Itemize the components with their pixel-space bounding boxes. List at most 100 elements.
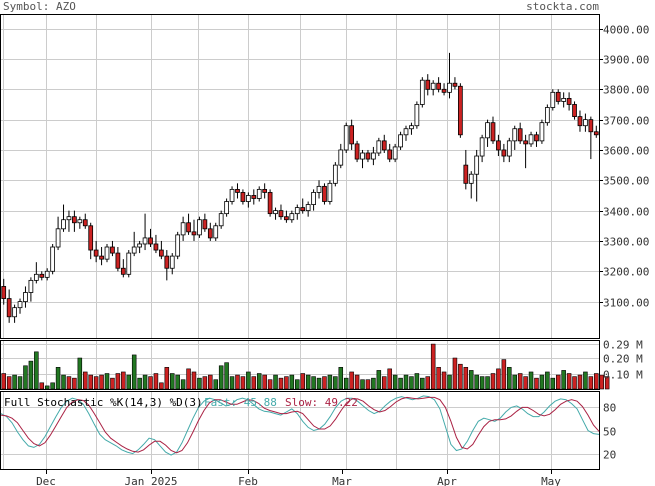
candle (387, 143, 393, 163)
candle (284, 210, 289, 223)
candle (110, 240, 115, 257)
stochastic-grid (1, 392, 599, 469)
volume-bar (55, 367, 61, 390)
price-tick-label: 3100.00 (603, 297, 649, 310)
candle (77, 216, 83, 229)
x-axis-label: Dec (36, 475, 56, 486)
candle-body (251, 195, 257, 199)
candle-body (207, 228, 213, 239)
candle-body (256, 188, 262, 199)
volume-bar (604, 376, 610, 390)
stochastic-tick-label: 20 (603, 449, 616, 462)
candle-body (544, 107, 550, 124)
candle (267, 189, 273, 217)
candle (164, 250, 170, 281)
candle-body (82, 219, 88, 227)
candle-body (300, 207, 306, 212)
candle (349, 119, 355, 150)
candle-body (583, 119, 588, 127)
candle (262, 183, 268, 199)
candle-body (316, 185, 322, 193)
candle-body (110, 246, 115, 254)
volume-bar (338, 367, 344, 390)
volume-bar (409, 376, 414, 390)
candle-body (175, 234, 181, 257)
stochastic-line-fast (0, 395, 600, 456)
candle-body (479, 137, 485, 157)
volume-bar (365, 379, 371, 390)
candle-body (496, 140, 501, 151)
candle (251, 189, 257, 205)
volume-bar (403, 374, 409, 390)
volume-bar (496, 368, 501, 390)
candle (55, 216, 61, 251)
candle (218, 210, 224, 229)
volume-bar (300, 373, 305, 390)
candle (365, 149, 371, 163)
volume-bar (159, 382, 164, 390)
candle-body (398, 134, 403, 148)
volume-bar (387, 368, 392, 390)
volume-bar (115, 373, 121, 390)
candle-body (245, 195, 251, 202)
price-grid (1, 15, 603, 338)
candle-body (566, 98, 572, 105)
candle (72, 210, 77, 232)
price-tick-label: 3600.00 (603, 145, 649, 158)
volume-bar (414, 373, 420, 390)
volume-bar (262, 374, 267, 390)
candle (33, 262, 39, 284)
candle (479, 134, 485, 163)
candle-body (360, 152, 365, 160)
volume-bar (251, 376, 257, 390)
candle (169, 253, 175, 275)
candle (159, 240, 164, 260)
volume-bar (246, 371, 251, 390)
candle-body (528, 134, 534, 145)
candle (403, 125, 409, 141)
candle-body (17, 301, 23, 309)
price-tick-label: 3200.00 (603, 266, 649, 279)
candle-body (164, 255, 170, 269)
candle (354, 140, 360, 163)
volume-bar (501, 359, 507, 390)
candle (6, 289, 12, 323)
volume-bar (479, 376, 485, 390)
candle-body (327, 182, 333, 202)
candle (120, 259, 126, 278)
candle-body (349, 125, 355, 145)
volume-bar (110, 377, 115, 390)
price-tick-labels: 4000.00 3900.00 3800.00 3700.00 3600.00 3500.… (603, 24, 649, 310)
candle-body (550, 91, 556, 108)
volume-bar (197, 377, 202, 390)
stochastic-line-slow (0, 396, 600, 454)
candle (148, 228, 153, 248)
candle-body (61, 219, 66, 230)
candle-body (468, 173, 474, 184)
candle (186, 213, 191, 235)
stochastic-tick-labels: 80 50 20 (603, 402, 616, 462)
volume-bar (583, 371, 588, 390)
site-label[interactable]: stockta.com (526, 0, 599, 13)
volume-bar (208, 374, 213, 390)
volume-bar (333, 376, 338, 390)
candle (28, 277, 34, 302)
candle (577, 110, 583, 132)
volume-bar (169, 373, 175, 390)
volume-panel: 0.29 M0.20 M 0.10 M (0, 339, 643, 390)
volume-bar (6, 376, 12, 390)
stochastic-fast-label: Fast: 45.88 (204, 396, 277, 409)
candle-body (490, 122, 496, 142)
candle (517, 122, 523, 144)
candle-body (436, 82, 441, 90)
candle (409, 122, 414, 135)
price-panel: 4000.00 3900.00 3800.00 3700.00 3600.00 3500.… (0, 14, 649, 339)
stochastic-panel: 80 50 20 Full Stochastic %K(14,3) %D(3) Fa… (0, 391, 616, 470)
candle (463, 149, 469, 190)
candle (414, 101, 420, 129)
price-tick-label: 4000.00 (603, 24, 649, 37)
candle (468, 171, 474, 199)
candle (153, 234, 159, 254)
candle (278, 204, 284, 220)
volume-bar (273, 374, 278, 390)
